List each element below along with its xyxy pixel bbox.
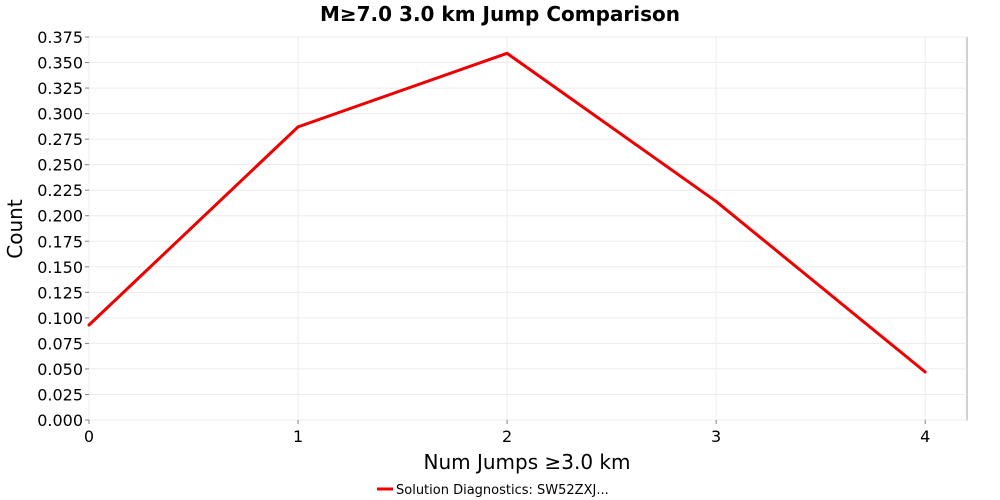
data-point: [505, 51, 509, 55]
plot-frame: [88, 36, 968, 421]
y-tick-label: 0.350: [37, 54, 83, 73]
y-tick-label: 0.050: [37, 360, 83, 379]
y-tick-label: 0.275: [37, 130, 83, 149]
data-point: [87, 323, 91, 327]
y-tick-label: 0.100: [37, 309, 83, 328]
x-tick-label: 4: [920, 427, 930, 446]
y-axis-label: Count: [3, 199, 27, 259]
series-lines: [87, 51, 927, 374]
x-tick-label: 3: [711, 427, 721, 446]
y-tick-label: 0.300: [37, 105, 83, 124]
data-point: [296, 125, 300, 129]
chart-title: M≥7.0 3.0 km Jump Comparison: [320, 2, 680, 26]
x-tick-label: 1: [293, 427, 303, 446]
legend: Solution Diagnostics: SW52ZXJ...: [377, 483, 609, 498]
x-tick-label: 0: [84, 427, 94, 446]
x-axis: 0 1 2 3 4: [84, 420, 930, 446]
y-tick-label: 0.200: [37, 207, 83, 226]
grid: [88, 36, 967, 421]
y-tick-label: 0.325: [37, 79, 83, 98]
plot-area: [87, 36, 968, 421]
data-point: [923, 370, 927, 374]
y-tick-label: 0.125: [37, 283, 83, 302]
data-point: [714, 199, 718, 203]
x-tick-label: 2: [502, 427, 512, 446]
legend-label: Solution Diagnostics: SW52ZXJ...: [396, 483, 609, 498]
x-axis-label: Num Jumps ≥3.0 km: [424, 450, 631, 474]
y-tick-label: 0.375: [37, 28, 83, 47]
y-tick-label: 0.150: [37, 258, 83, 277]
y-tick-label: 0.025: [37, 385, 83, 404]
y-axis: 0.000 0.025 0.050 0.075 0.100 0.125 0.150 0.175…: [37, 28, 89, 430]
y-tick-label: 0.000: [37, 411, 83, 430]
y-tick-label: 0.250: [37, 156, 83, 175]
y-tick-label: 0.175: [37, 232, 83, 251]
y-tick-label: 0.225: [37, 181, 83, 200]
y-tick-label: 0.075: [37, 334, 83, 353]
